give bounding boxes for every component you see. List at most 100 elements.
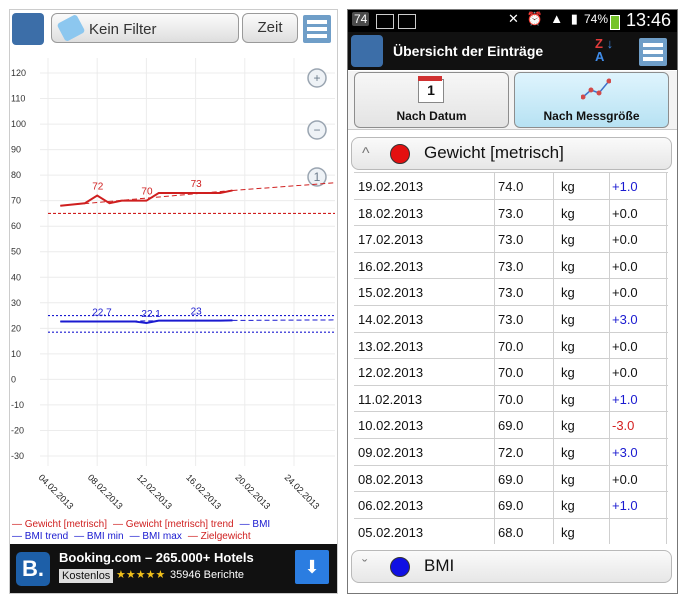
entry-date: 09.02.2013 — [358, 445, 423, 460]
entry-date: 15.02.2013 — [358, 285, 423, 300]
chart-toolbar: Kein Filter Zeit — [10, 10, 337, 48]
y-tick-label: 30 — [11, 298, 21, 308]
table-row[interactable]: 09.02.2013 72.0 kg +3.0 — [354, 438, 668, 465]
x-tick-label: 24.02.2013 — [283, 472, 322, 511]
app-logo-icon[interactable] — [351, 35, 383, 67]
entry-delta: +1.0 — [612, 179, 638, 194]
list-view-icon[interactable] — [639, 38, 667, 66]
tab-label: Nach Messgröße — [515, 109, 668, 123]
ad-title: Booking.com – 265.000+ Hotels — [59, 550, 254, 565]
table-row[interactable]: 10.02.2013 69.0 kg -3.0 — [354, 411, 668, 438]
mail-notification-icon — [398, 14, 416, 29]
entry-value: 73.0 — [498, 285, 523, 300]
entry-delta: +0.0 — [612, 259, 638, 274]
legend-entry: — BMI — [240, 519, 271, 531]
entry-delta: +1.0 — [612, 498, 638, 513]
battery-icon — [610, 15, 620, 30]
entry-value: 73.0 — [498, 206, 523, 221]
y-tick-label: 60 — [11, 221, 21, 231]
entry-value: 74.0 — [498, 179, 523, 194]
y-tick-label: 0 — [11, 374, 16, 384]
sort-icon[interactable]: Z ↓ A — [595, 37, 621, 65]
column-divider — [666, 172, 667, 544]
sort-letter-bottom: A — [595, 49, 604, 64]
download-arrow-icon[interactable]: ⬇ — [295, 550, 329, 584]
entry-date: 12.02.2013 — [358, 365, 423, 380]
y-tick-label: 50 — [11, 247, 21, 257]
scatter-plot-icon — [581, 77, 611, 101]
expand-chevron-icon: ˇ — [362, 558, 367, 576]
table-row[interactable]: 12.02.2013 70.0 kg +0.0 — [354, 358, 668, 385]
booking-logo-icon: B. — [16, 552, 50, 586]
entry-date: 11.02.2013 — [358, 392, 422, 407]
chart-screen: Kein Filter Zeit 120 110 100 90 80 70 60 50 40 30… — [9, 9, 338, 594]
series-color-dot — [390, 144, 410, 164]
section-header-bmi[interactable]: ˇ BMI — [351, 550, 672, 583]
table-row[interactable]: 06.02.2013 69.0 kg +1.0 — [354, 491, 668, 518]
y-tick-label: 90 — [11, 145, 21, 155]
y-tick-label: -30 — [11, 451, 24, 461]
data-label: 72 — [92, 182, 104, 193]
zoom-reset-icon-glyph: 1 — [314, 170, 321, 184]
entry-unit: kg — [561, 365, 575, 380]
y-tick-label: 80 — [11, 170, 21, 180]
section-header-weight[interactable]: ^ Gewicht [metrisch] — [351, 137, 672, 170]
entry-value: 68.0 — [498, 525, 523, 540]
notification-count: 74 — [352, 12, 369, 26]
entry-unit: kg — [561, 179, 575, 194]
entry-date: 14.02.2013 — [358, 312, 423, 327]
table-row[interactable]: 17.02.2013 73.0 kg +0.0 — [354, 225, 668, 252]
y-tick-label: -10 — [11, 400, 24, 410]
weight-bmi-chart: 1201101009080706050403020100-10-20-3004.… — [10, 48, 337, 518]
entry-date: 19.02.2013 — [358, 179, 423, 194]
time-button[interactable]: Zeit — [242, 13, 298, 43]
legend-entry: — BMI min — [74, 531, 123, 543]
entry-value: 70.0 — [498, 339, 523, 354]
table-row[interactable]: 11.02.2013 70.0 kg +1.0 — [354, 385, 668, 412]
bmi-trend-projection — [233, 320, 336, 321]
table-row[interactable]: 08.02.2013 69.0 kg +0.0 — [354, 465, 668, 492]
entry-value: 70.0 — [498, 365, 523, 380]
entry-date: 18.02.2013 — [358, 206, 423, 221]
battery-percent: 74% — [584, 12, 608, 26]
entry-delta: +3.0 — [612, 312, 638, 327]
table-row[interactable]: 13.02.2013 70.0 kg +0.0 — [354, 332, 668, 359]
entry-unit: kg — [561, 472, 575, 487]
entry-unit: kg — [561, 285, 575, 300]
table-row[interactable]: 16.02.2013 73.0 kg +0.0 — [354, 252, 668, 279]
image-notification-icon — [376, 14, 394, 29]
list-view-icon[interactable] — [303, 15, 331, 43]
column-divider — [494, 172, 495, 544]
y-tick-label: 120 — [11, 68, 26, 78]
entry-value: 73.0 — [498, 312, 523, 327]
app-logo-icon[interactable] — [12, 13, 44, 45]
entry-value: 69.0 — [498, 498, 523, 513]
entry-value: 73.0 — [498, 232, 523, 247]
ad-banner[interactable]: B. Booking.com – 265.000+ Hotels Kostenl… — [10, 544, 337, 593]
legend-entry: — BMI max — [130, 531, 182, 543]
table-row[interactable]: 05.02.2013 68.0 kg — [354, 518, 668, 545]
table-row[interactable]: 14.02.2013 73.0 kg +3.0 — [354, 305, 668, 332]
x-tick-label: 08.02.2013 — [86, 472, 125, 511]
legend-entry: — Zielgewicht — [188, 531, 251, 543]
tab-by-date[interactable]: 1 Nach Datum — [354, 72, 509, 128]
legend-entry: — Gewicht [metrisch] trend — [113, 519, 234, 531]
filter-button[interactable]: Kein Filter — [51, 13, 239, 43]
table-row[interactable]: 15.02.2013 73.0 kg +0.0 — [354, 278, 668, 305]
view-tabs: 1 Nach Datum Nach Messgröße — [348, 71, 677, 130]
data-label: 73 — [191, 179, 203, 190]
entry-value: 70.0 — [498, 392, 523, 407]
table-row[interactable]: 19.02.2013 74.0 kg +1.0 — [354, 172, 668, 199]
chart-legend: — Gewicht [metrisch] — Gewicht [metrisch]… — [12, 519, 337, 543]
y-tick-label: 40 — [11, 272, 21, 282]
entry-delta: +0.0 — [612, 472, 638, 487]
data-label: 23 — [191, 307, 203, 318]
entry-date: 10.02.2013 — [358, 418, 423, 433]
clock: 13:46 — [626, 10, 671, 31]
collapse-chevron-icon: ^ — [362, 145, 370, 163]
system-status-icons: ✕ ⏰ ▲ ▮ — [508, 11, 580, 27]
table-row[interactable]: 18.02.2013 73.0 kg +0.0 — [354, 199, 668, 226]
tag-icon — [57, 14, 86, 42]
entry-value: 69.0 — [498, 418, 523, 433]
tab-by-measure[interactable]: Nach Messgröße — [514, 72, 669, 128]
